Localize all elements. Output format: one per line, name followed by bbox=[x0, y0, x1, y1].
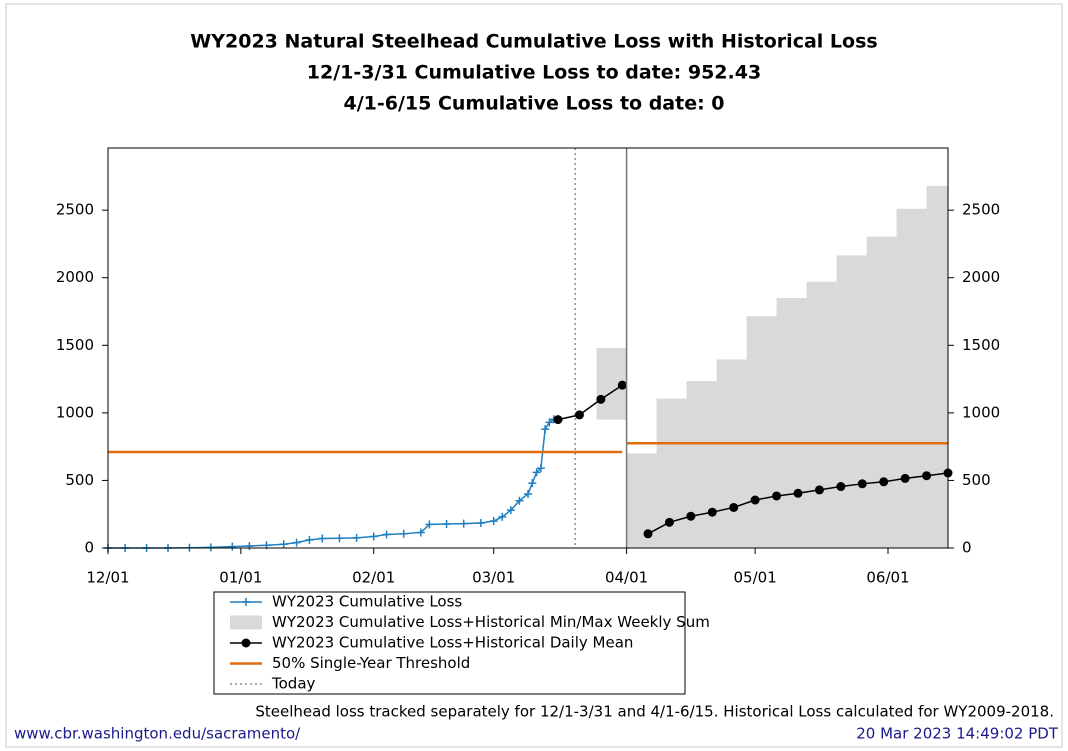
plus-marker bbox=[545, 418, 554, 427]
plus-marker bbox=[352, 533, 361, 542]
plus-marker bbox=[506, 506, 515, 515]
x-tick-label: 05/01 bbox=[734, 569, 777, 587]
point bbox=[617, 380, 627, 390]
legend-label: WY2023 Cumulative Loss+Historical Min/Ma… bbox=[272, 613, 710, 631]
y-tick-label: 0 bbox=[84, 539, 94, 557]
range-band bbox=[746, 316, 777, 548]
point bbox=[643, 529, 653, 539]
range-band bbox=[896, 208, 927, 549]
plot-border bbox=[107, 147, 949, 549]
range-band bbox=[866, 236, 897, 548]
point bbox=[750, 495, 760, 505]
y-tick-label: 2500 bbox=[56, 201, 94, 219]
point bbox=[664, 517, 674, 527]
plus-marker bbox=[245, 541, 254, 550]
legend-swatch bbox=[230, 615, 262, 630]
range-band bbox=[926, 185, 948, 549]
x-tick-label: 04/01 bbox=[605, 569, 648, 587]
plus-marker bbox=[536, 464, 545, 473]
plus-marker bbox=[279, 540, 288, 549]
legend-label: Today bbox=[271, 675, 316, 693]
range-band bbox=[686, 381, 717, 548]
range-band bbox=[806, 281, 837, 548]
point bbox=[814, 485, 824, 495]
plus-marker bbox=[369, 532, 378, 541]
range-band bbox=[836, 255, 867, 548]
y2-tick-label: 1000 bbox=[962, 403, 1000, 421]
plus-marker bbox=[416, 528, 425, 537]
legend-box bbox=[213, 591, 686, 695]
source-link[interactable]: www.cbr.washington.edu/sacramento/ bbox=[14, 725, 301, 743]
legend-marker bbox=[241, 638, 251, 648]
footnote: Steelhead loss tracked separately for 12… bbox=[255, 703, 1054, 721]
y-tick-label: 1000 bbox=[56, 403, 94, 421]
y2-tick-label: 500 bbox=[962, 471, 991, 489]
plus-marker bbox=[532, 468, 541, 477]
plus-marker bbox=[541, 425, 550, 434]
plus-marker bbox=[459, 519, 468, 528]
point bbox=[707, 507, 717, 517]
x-tick-label: 03/01 bbox=[472, 569, 515, 587]
plus-marker bbox=[318, 534, 327, 543]
point bbox=[686, 511, 696, 521]
y-tick-label: 500 bbox=[65, 471, 94, 489]
x-tick-label: 12/01 bbox=[86, 569, 129, 587]
plus-marker bbox=[228, 542, 237, 551]
legend-marker bbox=[242, 598, 250, 606]
plus-marker bbox=[442, 519, 451, 528]
y-tick-label: 2000 bbox=[56, 268, 94, 286]
x-tick-label: 01/01 bbox=[219, 569, 262, 587]
y-tick-label: 1500 bbox=[56, 336, 94, 354]
timestamp: 20 Mar 2023 14:49:02 PDT bbox=[856, 725, 1059, 743]
point bbox=[836, 482, 846, 492]
point bbox=[596, 394, 606, 404]
y2-tick-label: 1500 bbox=[962, 336, 1000, 354]
x-tick-label: 06/01 bbox=[866, 569, 909, 587]
plus-marker bbox=[335, 534, 344, 543]
plus-marker bbox=[489, 516, 498, 525]
point bbox=[900, 473, 910, 483]
point bbox=[879, 477, 889, 487]
y2-tick-label: 0 bbox=[962, 539, 972, 557]
point bbox=[793, 488, 803, 498]
series-line bbox=[108, 442, 948, 454]
chart-title: WY2023 Natural Steelhead Cumulative Loss… bbox=[190, 31, 877, 53]
plus-marker bbox=[292, 538, 301, 547]
plus-marker bbox=[524, 489, 532, 498]
plus-marker bbox=[498, 512, 507, 521]
plus-marker bbox=[425, 520, 434, 529]
plus-marker bbox=[476, 519, 485, 527]
plus-marker bbox=[382, 530, 391, 539]
x-tick-label: 02/01 bbox=[352, 569, 395, 587]
plus-marker bbox=[399, 529, 408, 538]
point bbox=[574, 410, 584, 420]
legend-label: WY2023 Cumulative Loss bbox=[272, 593, 462, 611]
point bbox=[772, 491, 782, 501]
plus-marker bbox=[528, 479, 537, 488]
point bbox=[922, 471, 932, 481]
plot-area bbox=[104, 148, 953, 552]
point bbox=[729, 502, 739, 512]
point bbox=[857, 479, 867, 489]
legend-label: 50% Single-Year Threshold bbox=[272, 654, 470, 672]
range-band bbox=[716, 359, 747, 548]
y2-tick-label: 2500 bbox=[962, 201, 1000, 219]
plus-marker bbox=[206, 543, 215, 552]
legend-label: WY2023 Cumulative Loss+Historical Daily … bbox=[272, 634, 633, 652]
point bbox=[553, 415, 563, 425]
plus-marker bbox=[305, 535, 314, 544]
series-line bbox=[108, 418, 555, 549]
y2-tick-label: 2000 bbox=[962, 268, 1000, 286]
range-band bbox=[776, 298, 807, 548]
plus-marker bbox=[515, 496, 524, 505]
chart-subtitle: 12/1-3/31 Cumulative Loss to date: 952.4… bbox=[307, 62, 761, 84]
chart-subtitle: 4/1-6/15 Cumulative Loss to date: 0 bbox=[343, 93, 724, 115]
